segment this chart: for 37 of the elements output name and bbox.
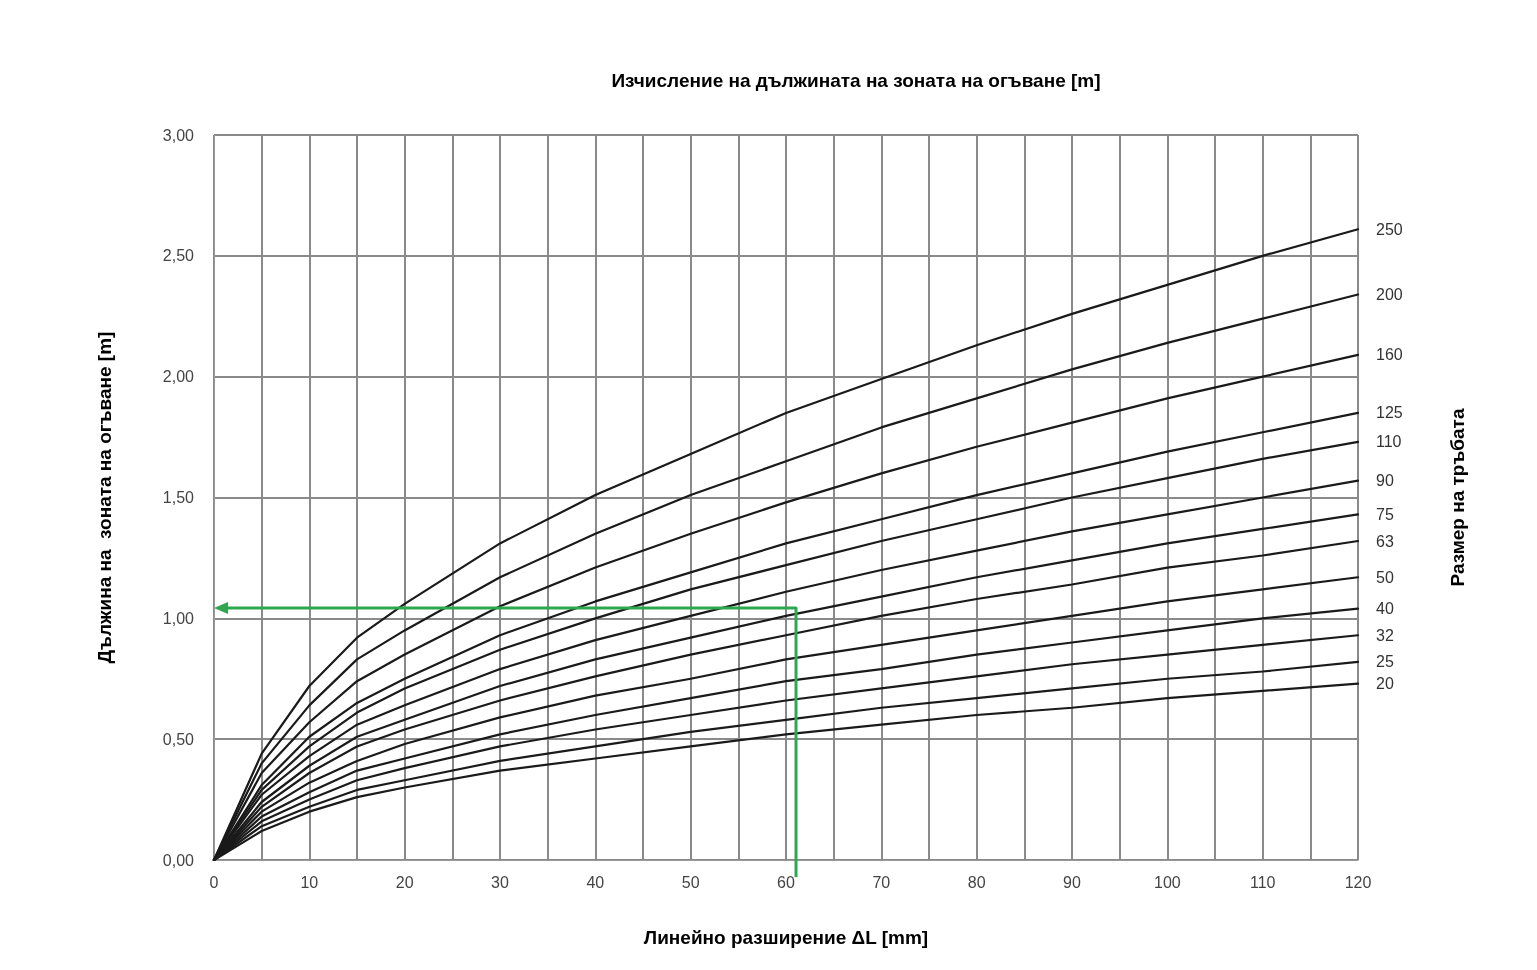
series-label: 32	[1376, 626, 1394, 644]
x-tick-label: 100	[1153, 873, 1181, 891]
chart-title: Изчисление на дължината на зоната на огъване [m]	[611, 70, 1101, 91]
series-label: 63	[1376, 532, 1394, 550]
y-tick-label: 0,00	[162, 851, 195, 869]
y-tick-label: 1,00	[162, 609, 195, 627]
x-tick-label: 90	[1063, 873, 1081, 891]
series-label: 250	[1376, 220, 1403, 238]
series-label: 200	[1376, 286, 1403, 303]
x-tick-label: 60	[777, 873, 795, 891]
series-label: 40	[1376, 600, 1394, 618]
x-tick-label: 40	[586, 873, 605, 891]
x-tick-label: 0	[209, 873, 219, 891]
y-tick-label: 0,50	[162, 730, 195, 748]
y-axis-title: Дължина на зоната на огъване [m]	[94, 331, 115, 664]
y2-axis-title: Размер на тръбата	[1447, 408, 1468, 587]
x-tick-label: 20	[395, 873, 414, 891]
series-label: 75	[1376, 505, 1394, 523]
series-label: 125	[1376, 404, 1403, 422]
series-label: 25	[1376, 653, 1394, 671]
y-tick-label: 2,00	[162, 368, 195, 386]
x-tick-label: 10	[300, 873, 319, 891]
x-tick-label: 80	[967, 873, 986, 891]
series-label: 90	[1376, 472, 1394, 490]
y-tick-label: 3,00	[162, 126, 195, 144]
x-tick-label: 70	[872, 873, 891, 891]
series-label: 110	[1376, 433, 1402, 451]
x-tick-label: 30	[491, 873, 509, 891]
x-tick-label: 120	[1344, 873, 1372, 891]
x-tick-label: 110	[1249, 873, 1276, 891]
series-label: 50	[1376, 568, 1394, 586]
series-label: 160	[1376, 346, 1403, 364]
y-tick-label: 1,50	[162, 489, 195, 506]
x-tick-label: 50	[681, 873, 700, 891]
series-label: 20	[1376, 675, 1394, 693]
x-axis-title: Линейно разширение ΔL [mm]	[643, 927, 929, 948]
y-tick-label: 2,50	[162, 247, 195, 265]
